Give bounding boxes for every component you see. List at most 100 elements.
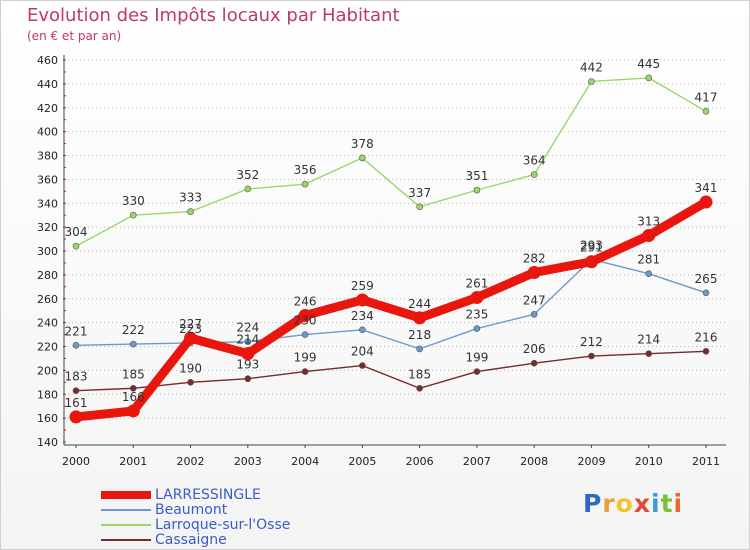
data-label-larressingle: 259 bbox=[351, 279, 374, 293]
data-label-beaumont: 230 bbox=[294, 314, 317, 328]
data-label-larressingle: 161 bbox=[65, 396, 88, 410]
data-label-larroque-sur-l-osse: 364 bbox=[523, 154, 546, 168]
data-point-larressingle bbox=[413, 311, 427, 325]
data-point-beaumont bbox=[416, 345, 423, 353]
data-point-larroque-sur-l-osse bbox=[702, 108, 710, 115]
x-tick-label: 2007 bbox=[463, 455, 491, 468]
data-label-beaumont: 281 bbox=[637, 253, 660, 267]
data-label-cassaigne: 199 bbox=[465, 351, 488, 365]
legend-label: Larroque-sur-l'Osse bbox=[155, 516, 291, 533]
legend-swatch bbox=[101, 508, 151, 511]
logo-letter: x bbox=[633, 489, 651, 518]
data-label-larressingle: 341 bbox=[695, 181, 718, 195]
data-point-beaumont bbox=[702, 289, 710, 297]
logo-letter: t bbox=[660, 489, 674, 518]
y-tick-label: 460 bbox=[37, 54, 58, 67]
data-label-beaumont: 222 bbox=[122, 323, 145, 337]
data-label-larroque-sur-l-osse: 333 bbox=[179, 191, 202, 205]
data-point-beaumont bbox=[244, 338, 252, 346]
data-label-larressingle: 214 bbox=[236, 333, 259, 347]
legend: LARRESSINGLE Beaumont Larroque-sur-l'Osse C… bbox=[101, 487, 291, 548]
data-point-beaumont bbox=[473, 325, 481, 332]
data-point-larressingle bbox=[241, 347, 255, 361]
logo-letter: o bbox=[615, 489, 634, 518]
data-label-larressingle: 291 bbox=[580, 241, 603, 255]
data-point-larroque-sur-l-osse bbox=[359, 154, 366, 162]
logo-letter: i bbox=[651, 489, 661, 518]
data-point-beaumont bbox=[72, 342, 80, 349]
legend-item: Larroque-sur-l'Osse bbox=[101, 516, 291, 533]
x-tick-label: 2011 bbox=[692, 455, 720, 468]
data-label-larressingle: 282 bbox=[523, 251, 546, 265]
data-label-larroque-sur-l-osse: 356 bbox=[294, 163, 317, 177]
axes: 140 160 180 200 220 240 260 280 300 320 340 360 380 4… bbox=[37, 54, 726, 468]
data-label-cassaigne: 216 bbox=[695, 330, 718, 344]
data-label-larroque-sur-l-osse: 352 bbox=[236, 168, 259, 182]
data-point-larroque-sur-l-osse bbox=[129, 211, 137, 219]
grid-lines bbox=[64, 59, 726, 419]
data-point-larressingle bbox=[69, 410, 83, 424]
data-label-cassaigne: 212 bbox=[580, 335, 603, 349]
y-tick-label: 280 bbox=[37, 269, 58, 282]
x-tick-label: 2009 bbox=[577, 455, 605, 468]
data-point-larressingle bbox=[699, 195, 713, 209]
data-label-beaumont: 223 bbox=[179, 322, 202, 336]
data-point-beaumont bbox=[645, 270, 653, 277]
data-label-beaumont: 224 bbox=[236, 321, 259, 335]
data-point-larressingle bbox=[355, 293, 369, 307]
chart-subtitle: (en € et par an) bbox=[27, 29, 122, 43]
series-line-beaumont bbox=[75, 258, 707, 350]
data-point-larroque-sur-l-osse bbox=[645, 74, 653, 82]
data-label-larroque-sur-l-osse: 337 bbox=[408, 186, 431, 200]
y-tick-label: 400 bbox=[37, 126, 58, 139]
data-point-cassaigne bbox=[244, 375, 252, 383]
data-point-cassaigne bbox=[129, 384, 137, 392]
y-tick-label: 180 bbox=[37, 388, 58, 401]
data-point-larroque-sur-l-osse bbox=[530, 171, 538, 178]
y-tick-label: 340 bbox=[37, 197, 58, 210]
x-tick-label: 2004 bbox=[291, 455, 319, 468]
legend-swatch bbox=[101, 538, 151, 541]
data-label-larroque-sur-l-osse: 445 bbox=[637, 57, 660, 71]
data-point-larressingle bbox=[584, 255, 598, 269]
data-label-cassaigne: 199 bbox=[294, 351, 317, 365]
logo-letter: P bbox=[583, 489, 603, 518]
data-label-larressingle: 244 bbox=[408, 297, 431, 311]
x-tick-label: 2005 bbox=[348, 455, 376, 468]
data-point-cassaigne bbox=[702, 347, 710, 355]
data-label-beaumont: 221 bbox=[65, 324, 88, 338]
legend-label: Beaumont bbox=[155, 501, 228, 518]
data-point-beaumont bbox=[129, 340, 137, 348]
data-point-larressingle bbox=[126, 404, 140, 418]
data-label-larroque-sur-l-osse: 330 bbox=[122, 194, 145, 208]
data-point-beaumont bbox=[301, 331, 309, 338]
data-label-larroque-sur-l-osse: 351 bbox=[465, 169, 488, 183]
data-point-larroque-sur-l-osse bbox=[301, 180, 309, 188]
y-tick-label: 420 bbox=[37, 102, 58, 115]
series-line-cassaigne bbox=[75, 350, 707, 392]
legend-swatch bbox=[101, 490, 151, 499]
data-label-beaumont: 265 bbox=[695, 272, 718, 286]
data-point-beaumont bbox=[530, 310, 538, 318]
data-point-larressingle bbox=[184, 331, 198, 345]
data-point-cassaigne bbox=[301, 368, 309, 375]
data-point-cassaigne bbox=[645, 350, 653, 357]
legend-swatch bbox=[101, 523, 151, 526]
logo-letter: r bbox=[602, 489, 616, 518]
data-point-beaumont bbox=[359, 326, 366, 334]
data-point-cassaigne bbox=[473, 368, 481, 375]
legend-item: Cassaigne bbox=[101, 532, 290, 548]
y-tick-label: 160 bbox=[37, 412, 58, 425]
data-point-larroque-sur-l-osse bbox=[244, 185, 252, 193]
data-point-larroque-sur-l-osse bbox=[473, 186, 481, 194]
chart-title: Evolution des Impôts locaux par Habitant bbox=[27, 5, 400, 26]
data-label-beaumont: 218 bbox=[408, 328, 431, 342]
data-label-cassaigne: 185 bbox=[408, 367, 431, 381]
y-tick-label: 440 bbox=[37, 78, 58, 91]
data-point-larroque-sur-l-osse bbox=[187, 208, 194, 215]
data-label-larroque-sur-l-osse: 442 bbox=[580, 60, 603, 74]
data-labels: 304 330 333 352 356 378 337 351 364 442 445 417 221 2… bbox=[65, 57, 718, 410]
x-tick-label: 2000 bbox=[62, 455, 90, 468]
x-tick-label: 2001 bbox=[119, 455, 147, 468]
data-label-cassaigne: 185 bbox=[122, 367, 145, 381]
